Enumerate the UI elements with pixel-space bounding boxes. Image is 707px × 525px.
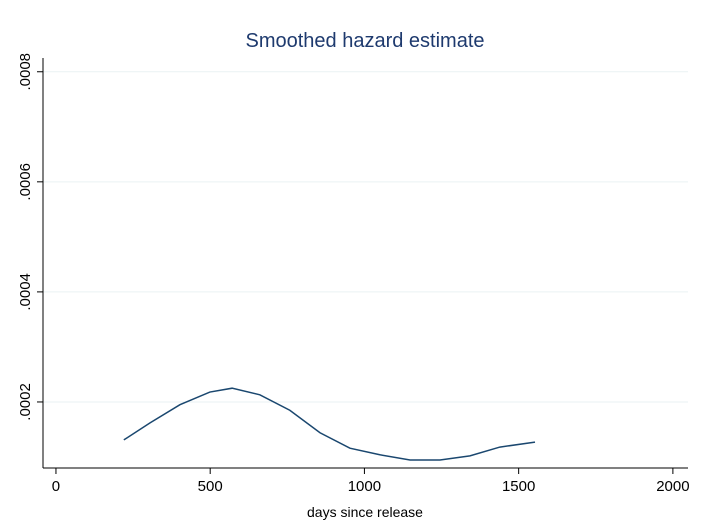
y-tick-label: .0008 (17, 53, 34, 91)
x-tick-label: 1000 (348, 478, 381, 495)
chart-title: Smoothed hazard estimate (245, 30, 484, 52)
line-series (123, 387, 536, 461)
x-tick-label: 2000 (656, 478, 689, 495)
x-tick-label: 0 (52, 478, 60, 495)
y-tick-label: .0006 (17, 163, 34, 201)
x-tick-label: 500 (198, 478, 223, 495)
x-tick-label: 1500 (502, 478, 535, 495)
y-tick-label: .0004 (17, 273, 34, 311)
y-tick-label: .0002 (17, 383, 34, 421)
plot-area (43, 58, 688, 468)
x-axis-title: days since release (307, 504, 423, 520)
